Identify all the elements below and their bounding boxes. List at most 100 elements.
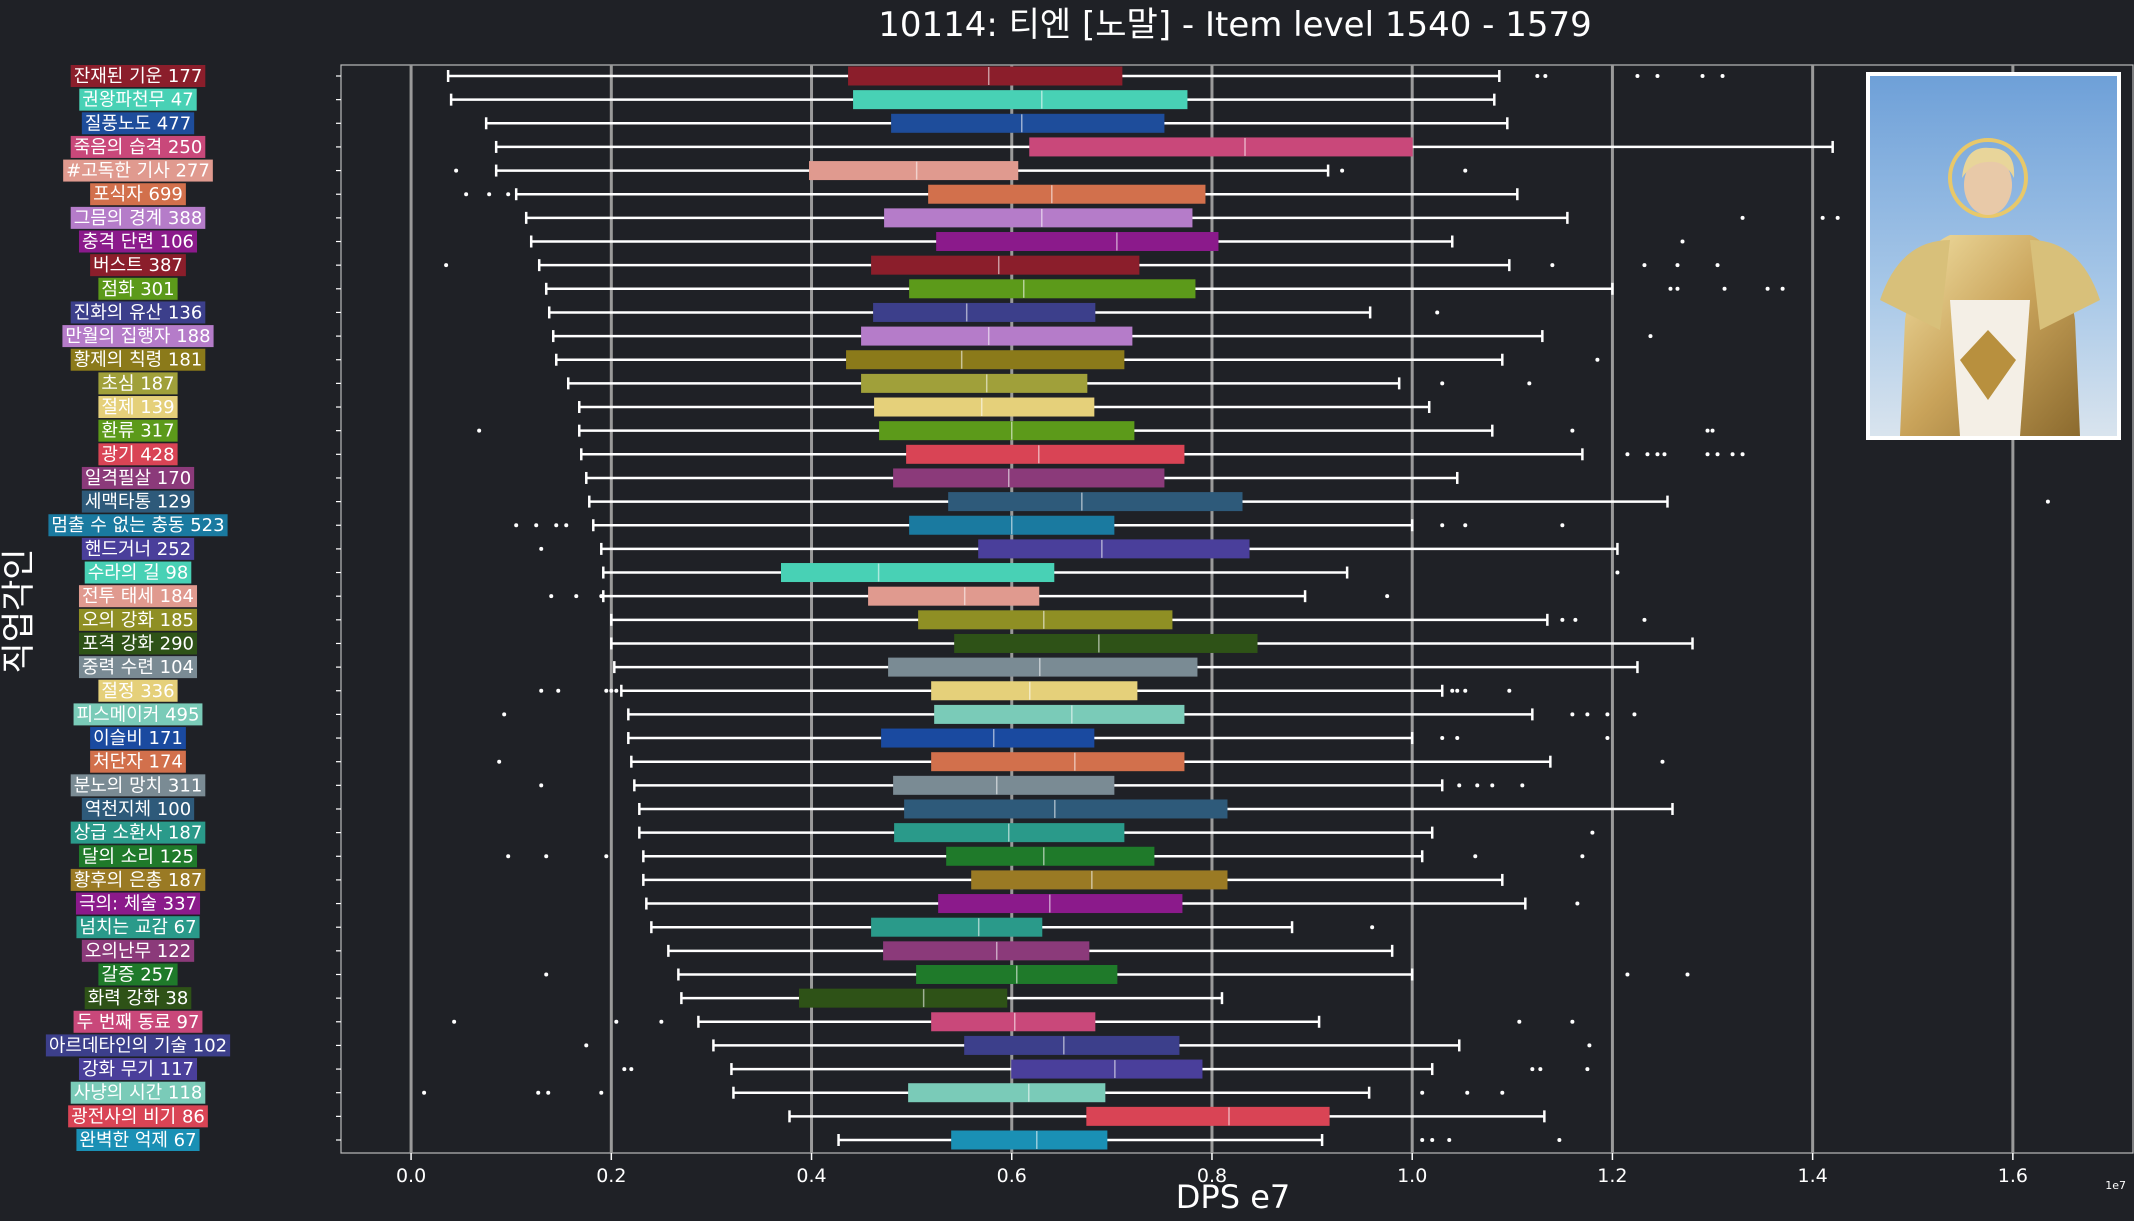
- outlier-point: [539, 783, 544, 788]
- outlier-point: [1463, 523, 1468, 528]
- box-group: [539, 539, 1619, 559]
- outlier-point: [1820, 215, 1825, 220]
- outlier-point: [1520, 783, 1525, 788]
- outlier-point: [1557, 1138, 1562, 1142]
- outlier-point: [497, 759, 502, 764]
- x-axis-ticks: 0.0 0.2 0.4 0.6 0.8 1.0 1.2 1.4 1.6: [396, 1153, 2028, 1187]
- category-label-bg: [98, 679, 178, 702]
- category-label-text: 오의 강화 185: [82, 610, 194, 631]
- outlier-point: [1710, 428, 1715, 433]
- category-label-text: 화력 강화 38: [88, 988, 189, 1009]
- box-iqr: [948, 492, 1243, 512]
- box-iqr: [931, 752, 1185, 772]
- category-label: 그믐의 경계 388: [70, 206, 206, 229]
- outlier-point: [539, 688, 544, 693]
- category-label: 포격 강화 290: [78, 632, 198, 655]
- box-iqr: [871, 917, 1043, 937]
- outlier-point: [1685, 972, 1690, 977]
- x-tick-label: 0.2: [596, 1165, 626, 1187]
- outlier-point: [1590, 830, 1595, 835]
- outlier-point: [1420, 1138, 1425, 1142]
- outlier-point: [502, 712, 507, 717]
- category-label-bg: [62, 325, 214, 348]
- box-group: [602, 563, 1620, 583]
- outlier-point: [1473, 854, 1478, 859]
- box-group: [422, 1083, 1505, 1103]
- box-series: [422, 66, 2050, 1150]
- outlier-point: [536, 1090, 541, 1095]
- box-iqr: [909, 279, 1196, 299]
- category-label-bg: [98, 396, 178, 419]
- category-label-bg: [81, 537, 195, 560]
- category-label: 황제의 칙령 181: [70, 348, 206, 371]
- box-iqr: [884, 208, 1193, 228]
- box-group: [494, 137, 1834, 157]
- box-iqr: [809, 161, 1019, 181]
- outlier-point: [1570, 428, 1575, 433]
- category-label: 극의: 체술 337: [75, 892, 201, 915]
- category-label-text: 포격 강화 290: [82, 633, 194, 654]
- category-label: 갈증 257: [98, 963, 178, 986]
- category-label: 전투 태세 184: [78, 585, 198, 608]
- category-label-text: 피스메이커 495: [77, 704, 200, 725]
- x-tick-label: 0.4: [796, 1165, 826, 1187]
- category-label-text: 황후의 은총 187: [74, 870, 203, 891]
- outlier-point: [1655, 452, 1660, 457]
- outlier-point: [1585, 1067, 1590, 1072]
- category-label-text: 넘치는 교감 67: [79, 917, 196, 938]
- category-label: 권왕파천무 47: [79, 88, 197, 111]
- box-iqr: [1011, 1059, 1203, 1079]
- category-label: 화력 강화 38: [84, 987, 192, 1010]
- category-label-text: 오의난무 122: [85, 941, 191, 962]
- category-label-bg: [81, 112, 195, 135]
- category-label-text: 세맥타통 129: [85, 492, 191, 513]
- category-label: 분노의 망치 311: [70, 774, 206, 797]
- outlier-point: [506, 192, 511, 197]
- outlier-point: [1570, 712, 1575, 717]
- outlier-point: [539, 546, 544, 551]
- category-label-bg: [98, 277, 178, 300]
- box-group: [539, 681, 1512, 701]
- box-group: [446, 66, 1725, 86]
- category-label: 이슬비 171: [90, 727, 186, 750]
- box-iqr: [1029, 137, 1413, 157]
- box-iqr: [908, 1083, 1106, 1103]
- outlier-point: [609, 688, 614, 693]
- category-label: 황후의 은총 187: [70, 868, 206, 891]
- box-iqr: [918, 610, 1173, 630]
- category-label: 사냥의 시간 118: [70, 1081, 206, 1104]
- outlier-point: [659, 1019, 664, 1024]
- category-label-bg: [78, 230, 198, 253]
- box-iqr: [874, 397, 1095, 417]
- outlier-point: [1440, 381, 1445, 386]
- category-label: 오의난무 122: [81, 939, 195, 962]
- category-label: 처단자 174: [90, 750, 186, 773]
- category-label-text: #고독한 기사 277: [66, 161, 210, 182]
- box-group: [580, 444, 1745, 464]
- outlier-point: [1722, 286, 1727, 291]
- x-tick-label: 0.8: [1197, 1165, 1227, 1187]
- outlier-point: [1635, 74, 1640, 78]
- category-label-bg: [98, 419, 178, 442]
- category-label-bg: [90, 183, 186, 206]
- outlier-point: [1655, 74, 1660, 78]
- category-label-text: 멈출 수 없는 충동 523: [51, 515, 224, 536]
- box-group: [610, 610, 1647, 630]
- box-group: [484, 113, 1509, 133]
- category-label-text: 사냥의 시간 118: [74, 1083, 203, 1104]
- outlier-point: [2045, 499, 2050, 504]
- outlier-point: [1740, 215, 1745, 220]
- box-iqr: [893, 775, 1115, 795]
- outlier-point: [1715, 263, 1720, 268]
- outlier-point: [1535, 74, 1540, 78]
- outlier-point: [1507, 688, 1512, 693]
- outlier-point: [1605, 712, 1610, 717]
- outlier-point: [1668, 286, 1673, 291]
- category-label-text: 아르데타인의 기술 102: [49, 1035, 227, 1056]
- box-group: [454, 161, 1468, 181]
- outlier-point: [629, 1067, 634, 1072]
- x-axis-label: DPS e7: [1176, 1178, 1290, 1216]
- box-group: [506, 846, 1585, 866]
- outlier-point: [1680, 239, 1685, 244]
- box-group: [539, 775, 1525, 795]
